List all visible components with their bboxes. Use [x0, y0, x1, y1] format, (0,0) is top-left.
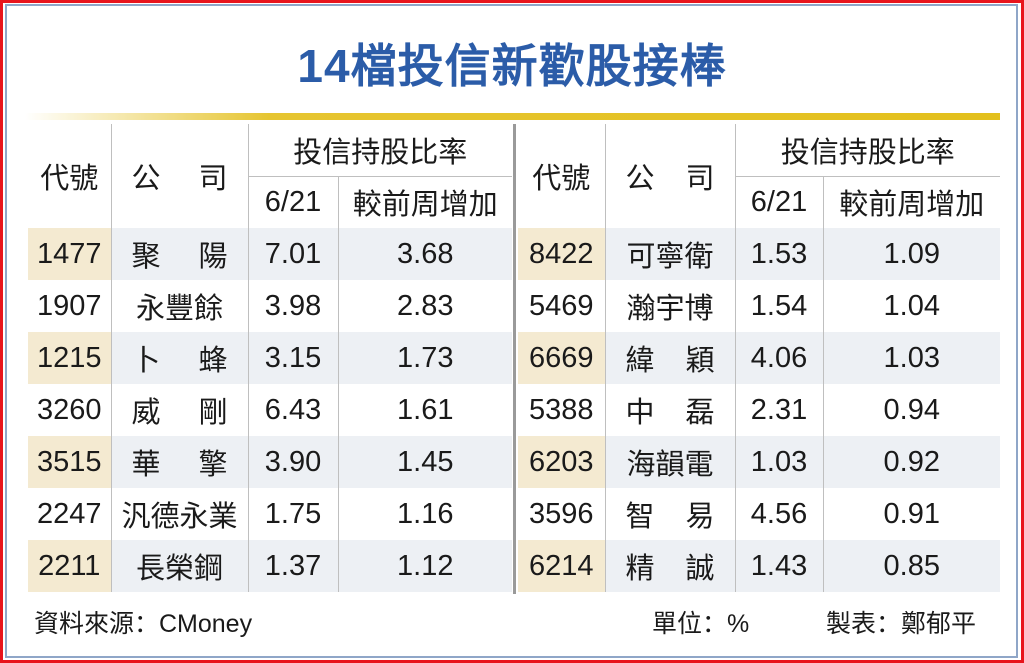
- header-ratio: 投信持股比率: [734, 124, 1000, 177]
- stock-code: 6203: [518, 436, 605, 488]
- ratio-value: 3.98: [247, 280, 338, 332]
- source-note: 資料來源：CMoney: [34, 610, 253, 638]
- stock-code: 2247: [36, 497, 102, 530]
- company-name: 汎德永業: [110, 488, 248, 540]
- company-name: 可寧衛: [604, 228, 735, 280]
- ratio-value: 6.43: [247, 384, 338, 436]
- stock-code: 1477: [28, 228, 111, 280]
- increase-value: 0.92: [822, 436, 1000, 488]
- header-ratio: 投信持股比率: [247, 124, 512, 177]
- company-name: 緯穎: [604, 332, 735, 384]
- ratio-value: 4.06: [734, 332, 823, 384]
- increase-value: 1.73: [337, 332, 512, 384]
- increase-value: 1.16: [337, 488, 512, 540]
- ratio-value: 4.56: [734, 488, 823, 540]
- increase-value: 1.04: [822, 280, 1000, 332]
- ratio-value: 1.43: [734, 540, 823, 592]
- table-row: 2211 長榮鋼 1.37 1.12: [28, 540, 512, 592]
- company-name: 海韻電: [604, 436, 735, 488]
- stock-code: 5469: [528, 289, 594, 322]
- ratio-value: 2.31: [734, 384, 823, 436]
- table-row: 1215 卜蜂 3.15 1.73: [28, 332, 512, 384]
- increase-value: 3.68: [337, 228, 512, 280]
- stock-code: 3515: [28, 436, 111, 488]
- company-name: 聚陽: [110, 228, 248, 280]
- increase-value: 0.94: [822, 384, 1000, 436]
- table-row: 6669 緯穎 4.06 1.03: [518, 332, 1000, 384]
- increase-value: 2.83: [337, 280, 512, 332]
- header-date: 6/21: [734, 176, 823, 228]
- company-name: 中磊: [604, 384, 735, 436]
- table-row: 1477 聚陽 7.01 3.68: [28, 228, 512, 280]
- ratio-value: 1.75: [247, 488, 338, 540]
- table-left: 代號 公司 投信持股比率 6/21 較前周增加 1477 聚陽 7.01 3.6…: [28, 124, 512, 592]
- table-row: 5388 中磊 2.31 0.94: [518, 384, 1000, 436]
- increase-value: 1.61: [337, 384, 512, 436]
- company-name: 長榮鋼: [110, 540, 248, 592]
- company-name: 威剛: [110, 384, 248, 436]
- company-name: 永豐餘: [110, 280, 248, 332]
- author-note: 製表：鄭郁平: [826, 610, 977, 638]
- table-row: 3596 智易 4.56 0.91: [518, 488, 1000, 540]
- increase-value: 0.85: [822, 540, 1000, 592]
- company-name: 精誠: [604, 540, 735, 592]
- table-divider: [513, 124, 516, 594]
- company-name: 智易: [604, 488, 735, 540]
- increase-value: 1.12: [337, 540, 512, 592]
- table-row: 6203 海韻電 1.03 0.92: [518, 436, 1000, 488]
- company-name: 華擎: [110, 436, 248, 488]
- stock-code: 5388: [528, 393, 594, 426]
- increase-value: 1.09: [822, 228, 1000, 280]
- company-name: 卜蜂: [110, 332, 248, 384]
- company-name: 瀚宇博: [604, 280, 735, 332]
- ratio-value: 7.01: [247, 228, 338, 280]
- ratio-value: 1.37: [247, 540, 338, 592]
- header-company: 公司: [604, 124, 735, 228]
- table-row: 1907 永豐餘 3.98 2.83: [28, 280, 512, 332]
- ratio-value: 3.90: [247, 436, 338, 488]
- stock-code: 3596: [528, 497, 594, 530]
- table-row: 3515 華擎 3.90 1.45: [28, 436, 512, 488]
- table-right: 代號 公司 投信持股比率 6/21 較前周增加 8422 可寧衛 1.53 1.…: [518, 124, 1000, 592]
- stock-code: 1215: [28, 332, 111, 384]
- ratio-value: 3.15: [247, 332, 338, 384]
- ratio-value: 1.53: [734, 228, 823, 280]
- increase-value: 1.45: [337, 436, 512, 488]
- page-title: 14檔投信新歡股接棒: [297, 40, 727, 92]
- stock-code: 1907: [36, 289, 102, 322]
- header-increase: 較前周增加: [337, 176, 512, 228]
- increase-value: 1.03: [822, 332, 1000, 384]
- header-code: 代號: [532, 163, 591, 195]
- ratio-value: 1.03: [734, 436, 823, 488]
- table-row: 3260 威剛 6.43 1.61: [28, 384, 512, 436]
- header-company: 公司: [110, 124, 248, 228]
- increase-value: 0.91: [822, 488, 1000, 540]
- header-date: 6/21: [247, 176, 338, 228]
- stock-code: 6669: [518, 332, 605, 384]
- stock-code: 2211: [28, 540, 111, 592]
- inner-frame: [5, 4, 1018, 658]
- header-code: 代號: [40, 163, 99, 195]
- stock-code: 8422: [518, 228, 605, 280]
- header-increase: 較前周增加: [822, 176, 1000, 228]
- table-row: 5469 瀚宇博 1.54 1.04: [518, 280, 1000, 332]
- ratio-value: 1.54: [734, 280, 823, 332]
- table-row: 8422 可寧衛 1.53 1.09: [518, 228, 1000, 280]
- stock-code: 3260: [36, 393, 102, 426]
- title-underline: [25, 113, 1000, 120]
- table-row: 6214 精誠 1.43 0.85: [518, 540, 1000, 592]
- stock-code: 6214: [518, 540, 605, 592]
- table-row: 2247 汎德永業 1.75 1.16: [28, 488, 512, 540]
- unit-note: 單位：%: [652, 610, 750, 638]
